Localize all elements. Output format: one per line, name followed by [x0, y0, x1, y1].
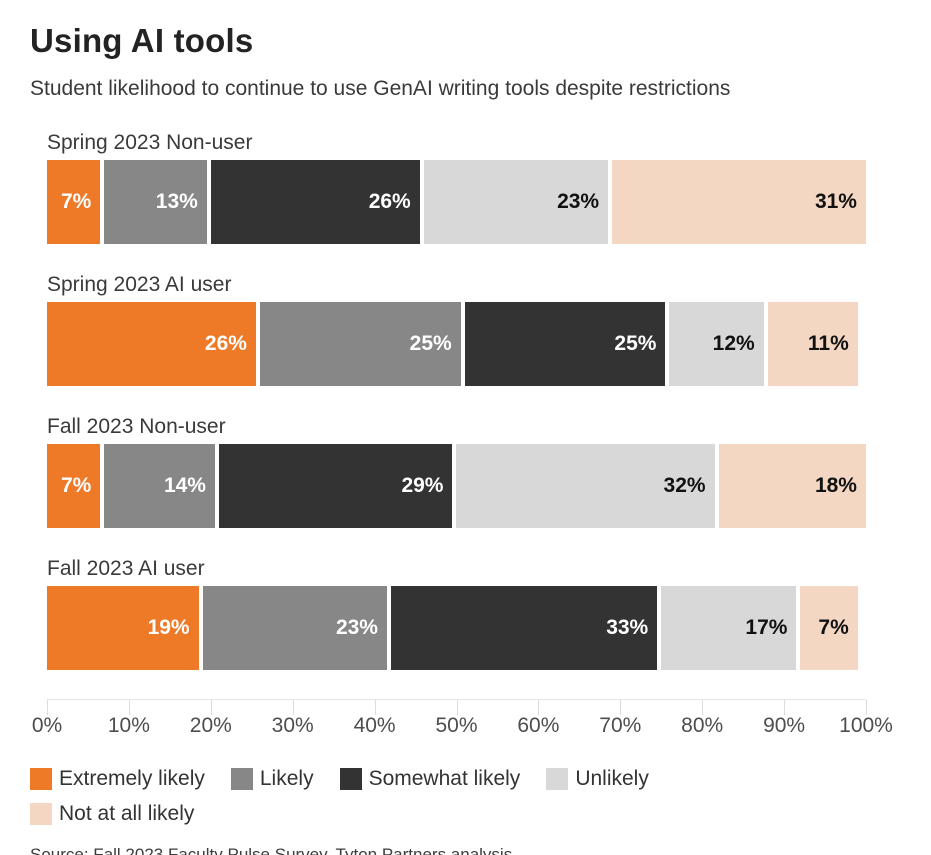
segment-value-label: 33% — [606, 616, 649, 639]
segment-unlikely: 32% — [456, 444, 719, 528]
axis-tick — [620, 700, 622, 715]
axis-tick — [210, 700, 212, 715]
legend: Extremely likely Likely Somewhat likely Unl… — [30, 766, 750, 827]
axis-tick — [47, 700, 48, 715]
legend-swatch-unlikely — [546, 768, 569, 790]
axis-tick — [292, 700, 294, 715]
axis-tick — [784, 700, 786, 715]
category-label: Fall 2023 AI user — [47, 557, 205, 580]
segment-value-label: 26% — [368, 190, 411, 213]
axis-tick-label: 40% — [353, 714, 396, 737]
segment-extremely-likely: 7% — [47, 160, 105, 244]
bar-row-spring-2023-ai-user: Spring 2023 AI user 26% 25% 25% 12% 11% — [47, 273, 866, 386]
legend-swatch-extremely-likely — [30, 768, 52, 790]
axis-tick-label: 50% — [435, 714, 478, 737]
axis-tick-label: 0% — [31, 714, 63, 737]
axis-tick-label: 100% — [839, 714, 893, 737]
page-subtitle: Student likelihood to continue to use Ge… — [30, 77, 731, 100]
stacked-bar-fall-2023-non-user: 7% 14% 29% 32% 18% — [47, 444, 866, 528]
segment-somewhat-likely: 33% — [390, 586, 662, 670]
legend-item-not-at-all-likely: Not at all likely — [30, 801, 194, 827]
segment-somewhat-likely: 26% — [210, 160, 424, 244]
stacked-bar-spring-2023-ai-user: 26% 25% 25% 12% 11% — [47, 302, 866, 386]
source-note: Source: Fall 2023 Faculty Pulse Survey, … — [30, 845, 513, 855]
segment-extremely-likely: 26% — [47, 302, 260, 386]
segment-value-label: 26% — [204, 332, 247, 355]
segment-value-label: 17% — [745, 616, 788, 639]
legend-item-likely: Likely — [230, 766, 314, 792]
axis-tick — [128, 700, 130, 715]
segment-likely: 13% — [104, 160, 211, 244]
segment-value-label: 11% — [807, 332, 849, 355]
axis-tick — [866, 700, 867, 715]
legend-swatch-not-at-all-likely — [30, 803, 52, 825]
segment-unlikely: 23% — [423, 160, 613, 244]
axis-tick — [538, 700, 540, 715]
legend-swatch-somewhat-likely — [339, 768, 362, 790]
segment-value-label: 12% — [712, 332, 755, 355]
segment-likely: 23% — [202, 586, 391, 670]
axis-tick-label: 30% — [271, 714, 314, 737]
segment-likely: 14% — [104, 444, 219, 528]
legend-item-unlikely: Unlikely — [546, 766, 649, 792]
segment-likely: 25% — [259, 302, 465, 386]
category-label: Fall 2023 Non-user — [47, 415, 226, 438]
axis-tick-label: 80% — [681, 714, 724, 737]
axis-tick-label: 60% — [517, 714, 560, 737]
segment-value-label: 19% — [147, 616, 190, 639]
bar-row-fall-2023-ai-user: Fall 2023 AI user 19% 23% 33% 17% 7% — [47, 557, 866, 670]
legend-label: Unlikely — [575, 767, 649, 790]
segment-value-label: 23% — [557, 190, 600, 213]
segment-value-label: 7% — [818, 616, 849, 639]
stacked-bar-spring-2023-non-user: 7% 13% 26% 23% 31% — [47, 160, 866, 244]
segment-somewhat-likely: 29% — [218, 444, 457, 528]
segment-unlikely: 12% — [669, 302, 768, 386]
segment-value-label: 29% — [401, 474, 444, 497]
legend-label: Not at all likely — [59, 802, 195, 825]
segment-value-label: 32% — [663, 474, 706, 497]
stacked-bar-fall-2023-ai-user: 19% 23% 33% 17% 7% — [47, 586, 866, 670]
legend-label: Somewhat likely — [368, 767, 521, 790]
segment-value-label: 25% — [409, 332, 452, 355]
axis-tick — [456, 700, 458, 715]
segment-value-label: 18% — [814, 474, 857, 497]
segment-extremely-likely: 19% — [47, 586, 203, 670]
segment-value-label: 7% — [60, 474, 92, 497]
segment-extremely-likely: 7% — [47, 444, 105, 528]
legend-label: Likely — [259, 767, 314, 790]
segment-value-label: 7% — [60, 190, 92, 213]
segment-somewhat-likely: 25% — [464, 302, 670, 386]
page-title: Using AI tools — [30, 22, 254, 59]
segment-value-label: 25% — [614, 332, 657, 355]
axis-tick-label: 90% — [763, 714, 806, 737]
bar-row-fall-2023-non-user: Fall 2023 Non-user 7% 14% 29% 32% 18% — [47, 415, 866, 528]
segment-value-label: 31% — [814, 190, 857, 213]
bar-row-spring-2023-non-user: Spring 2023 Non-user 7% 13% 26% 23% 31% — [47, 131, 866, 244]
segment-unlikely: 17% — [661, 586, 801, 670]
segment-value-label: 13% — [155, 190, 198, 213]
axis-tick-label: 20% — [189, 714, 232, 737]
axis-tick-label: 70% — [599, 714, 642, 737]
legend-item-somewhat-likely: Somewhat likely — [339, 766, 521, 792]
legend-swatch-likely — [230, 768, 253, 790]
legend-label: Extremely likely — [59, 767, 205, 790]
segment-not-at-all-likely: 18% — [718, 444, 866, 528]
segment-not-at-all-likely: 11% — [767, 302, 858, 386]
category-label: Spring 2023 AI user — [47, 273, 232, 296]
chart: Spring 2023 Non-user 7% 13% 26% 23% 31% Spring… — [47, 131, 866, 670]
segment-value-label: 23% — [335, 616, 378, 639]
segment-not-at-all-likely: 31% — [612, 160, 866, 244]
axis-tick — [702, 700, 704, 715]
legend-item-extremely-likely: Extremely likely — [30, 766, 205, 792]
segment-not-at-all-likely: 7% — [800, 586, 858, 670]
x-axis: 0% 10% 20% 30% 40% 50% 60% 70% 80% 90% 100% — [32, 699, 893, 746]
category-label: Spring 2023 Non-user — [47, 131, 253, 154]
axis-tick — [374, 700, 376, 715]
axis-tick-label: 10% — [107, 714, 150, 737]
segment-value-label: 14% — [163, 474, 206, 497]
